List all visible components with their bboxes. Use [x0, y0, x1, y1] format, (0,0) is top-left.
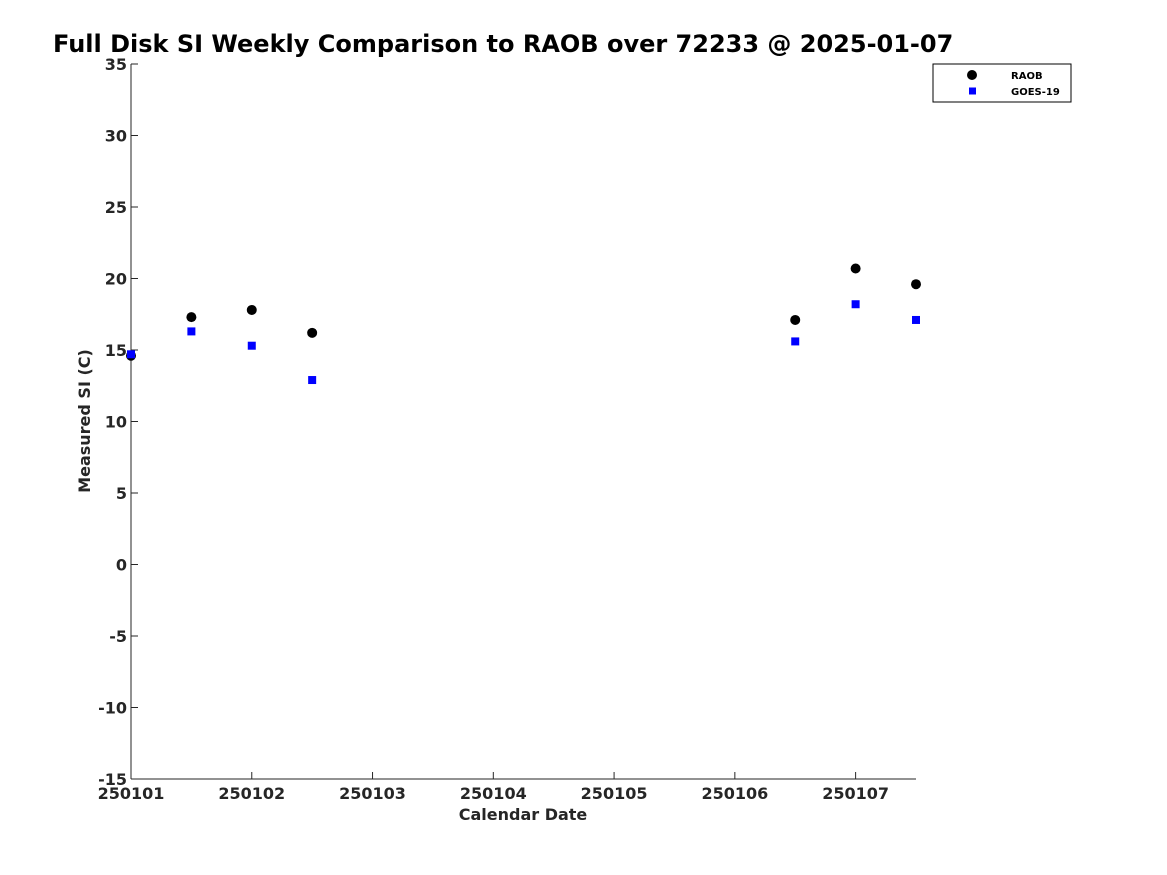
x-ticks: 250101 250102 250103 250104 250105 250106 2501… [98, 772, 889, 803]
y-tick-label: 0 [116, 556, 127, 575]
goes-19-point [912, 315, 920, 324]
y-tick-label: -15 [98, 770, 127, 789]
y-tick-label: -10 [98, 699, 127, 718]
legend-raob-label: RAOB [1011, 71, 1043, 82]
goes-19-point [127, 350, 135, 359]
x-tick-label: 250103 [339, 784, 406, 803]
raob-point [850, 263, 861, 274]
y-ticks: 35 30 25 20 15 10 5 0 -5 -10 -15 [98, 55, 138, 789]
goes-19-point [187, 327, 196, 336]
y-tick-label: 25 [105, 198, 127, 217]
goes-19-point [791, 337, 800, 346]
legend-goes-19-marker [969, 87, 976, 95]
legend-box [932, 63, 1072, 103]
x-axis-label: Calendar Date [459, 805, 588, 824]
x-tick-label: 250101 [98, 784, 165, 803]
legend: RAOB GOES-19 [932, 63, 1072, 103]
y-tick-label: 5 [116, 484, 127, 503]
y-tick-label: 10 [105, 413, 127, 432]
y-axis-label: Measured SI (C) [75, 349, 94, 493]
axes [130, 64, 916, 780]
goes-19-point [247, 341, 256, 350]
x-tick-label: 250102 [218, 784, 285, 803]
goes-19-point [308, 376, 317, 385]
x-tick-label: 250105 [581, 784, 648, 803]
y-tick-label: 35 [105, 55, 127, 74]
y-tick-label: 20 [105, 270, 127, 289]
legend-goes-19-label: GOES-19 [1011, 87, 1060, 98]
raob-point [246, 304, 257, 315]
y-tick-label: 30 [105, 127, 127, 146]
raob-point [911, 279, 921, 290]
legend-raob-marker [967, 70, 977, 80]
chart-title: Full Disk SI Weekly Comparison to RAOB o… [53, 30, 953, 58]
x-tick-label: 250107 [822, 784, 889, 803]
y-tick-label: -5 [109, 627, 127, 646]
raob-point [790, 314, 801, 325]
raob-point [307, 327, 318, 338]
data-points [126, 263, 921, 385]
x-tick-label: 250104 [460, 784, 527, 803]
y-tick-label: 15 [105, 341, 127, 360]
goes-19-point [851, 300, 860, 309]
raob-point [186, 312, 197, 323]
x-tick-label: 250106 [701, 784, 768, 803]
